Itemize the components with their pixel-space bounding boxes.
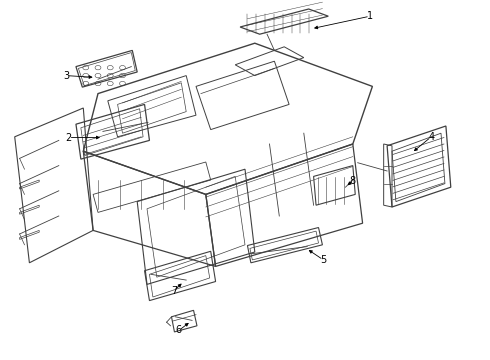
Text: 3: 3 [63,71,69,81]
Text: 2: 2 [66,132,72,143]
Text: 8: 8 [350,176,356,186]
Text: 6: 6 [176,325,182,336]
Text: 4: 4 [428,132,434,142]
Text: 1: 1 [367,11,373,21]
Text: 5: 5 [320,255,326,265]
Text: 7: 7 [171,286,177,296]
